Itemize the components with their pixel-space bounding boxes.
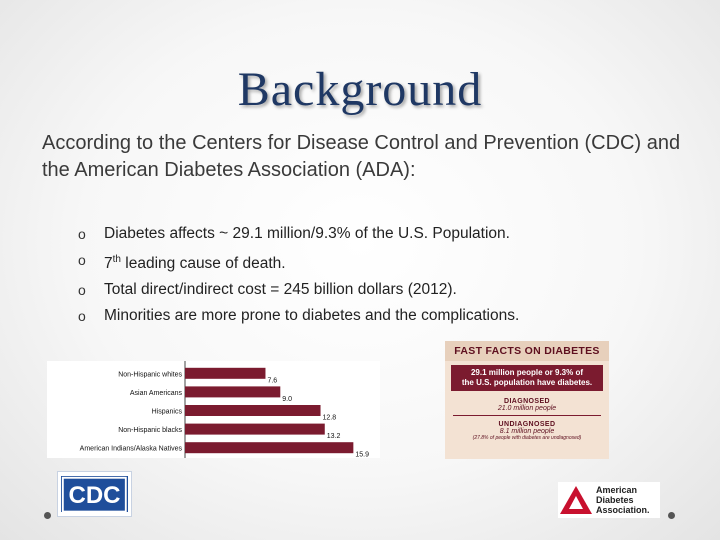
- slide-title: Background: [237, 63, 483, 116]
- ada-wordmark: American Diabetes Association.: [596, 485, 650, 515]
- bullet-list: o Diabetes affects ~ 29.1 million/9.3% of…: [78, 221, 698, 329]
- bar-value-label: 9.0: [282, 396, 292, 403]
- corner-dot-left: [44, 512, 51, 519]
- ada-word-3: Association.: [596, 505, 650, 515]
- fast-facts-header: FAST FACTS ON DIABETES: [445, 341, 609, 361]
- diabetes-prevalence-bar-chart: Non-Hispanic whites 7.6 Asian Americans 9.0…: [47, 361, 380, 459]
- diagnosed-section: DIAGNOSED 21.0 million people: [445, 398, 609, 412]
- bullet-text: Total direct/indirect cost = 245 billion…: [104, 281, 457, 299]
- bar-value-label: 15.9: [355, 452, 369, 458]
- ada-word-1: American: [596, 485, 638, 495]
- intro-text: According to the Centers for Disease Con…: [42, 132, 681, 181]
- cdc-logo-text: CDC: [69, 482, 121, 509]
- bullet-text-tail: leading cause of death.: [120, 255, 286, 273]
- bullet-marker: o: [78, 226, 86, 242]
- bar: [185, 386, 281, 398]
- bar: [185, 423, 325, 435]
- category-label: American Indians/Alaska Natives: [80, 446, 183, 453]
- bullet-item: o Minorities are more prone to diabetes a…: [78, 303, 698, 329]
- bullet-marker: o: [78, 308, 86, 325]
- category-label: Non-Hispanic whites: [118, 371, 182, 378]
- bar: [185, 405, 321, 416]
- bar-chart-svg: Non-Hispanic whites 7.6 Asian Americans 9.0…: [80, 361, 369, 459]
- ada-word-2: Diabetes: [596, 495, 634, 505]
- fast-facts-headline-line1: 29.1 million people or 9.3% of: [470, 368, 584, 377]
- undiagnosed-value: 8.1 million people: [499, 428, 555, 435]
- fast-facts-headline: 29.1 million people or 9.3% of the U.S. …: [451, 365, 603, 391]
- bullet-text: 7: [104, 255, 113, 273]
- category-label: Hispanics: [152, 409, 183, 416]
- diagnosed-value: 21.0 million people: [497, 405, 557, 412]
- ada-triangle-icon: [560, 486, 592, 514]
- bar-value-label: 12.8: [323, 415, 337, 422]
- bar-value-label: 7.6: [267, 377, 277, 384]
- cdc-logo: CDC: [57, 471, 132, 517]
- undiagnosed-section: UNDIAGNOSED 8.1 million people (27.8% of…: [445, 421, 609, 441]
- bullet-text: Diabetes affects ~ 29.1 million/9.3% of …: [104, 225, 510, 242]
- fast-facts-headline-line2: the U.S. population have diabetes.: [461, 378, 593, 387]
- bullet-item: o 7th leading cause of death.: [78, 247, 698, 277]
- category-label: Asian Americans: [130, 390, 183, 397]
- bullet-marker: o: [78, 282, 86, 299]
- ada-logo: American Diabetes Association.: [558, 482, 660, 518]
- bullet-item: o Diabetes affects ~ 29.1 million/9.3% of…: [78, 221, 698, 247]
- bullet-item: o Total direct/indirect cost = 245 billio…: [78, 277, 698, 303]
- bar-value-label: 13.2: [327, 433, 341, 440]
- bullet-superscript: th: [112, 254, 121, 265]
- diagnosed-label: DIAGNOSED: [504, 398, 550, 405]
- undiagnosed-label: UNDIAGNOSED: [498, 421, 556, 428]
- fast-facts-divider: [453, 415, 601, 416]
- bullet-text: Minorities are more prone to diabetes an…: [104, 307, 520, 325]
- bullet-marker: o: [78, 252, 86, 268]
- bar: [185, 442, 354, 454]
- bar: [185, 367, 266, 379]
- undiagnosed-note: (27.8% of people with diabetes are undia…: [472, 435, 582, 441]
- category-label: Non-Hispanic blacks: [118, 427, 182, 434]
- fast-facts-panel: FAST FACTS ON DIABETES 29.1 million peop…: [445, 341, 609, 459]
- corner-dot-right: [668, 512, 675, 519]
- cdc-logo-mark: CDC: [61, 476, 128, 513]
